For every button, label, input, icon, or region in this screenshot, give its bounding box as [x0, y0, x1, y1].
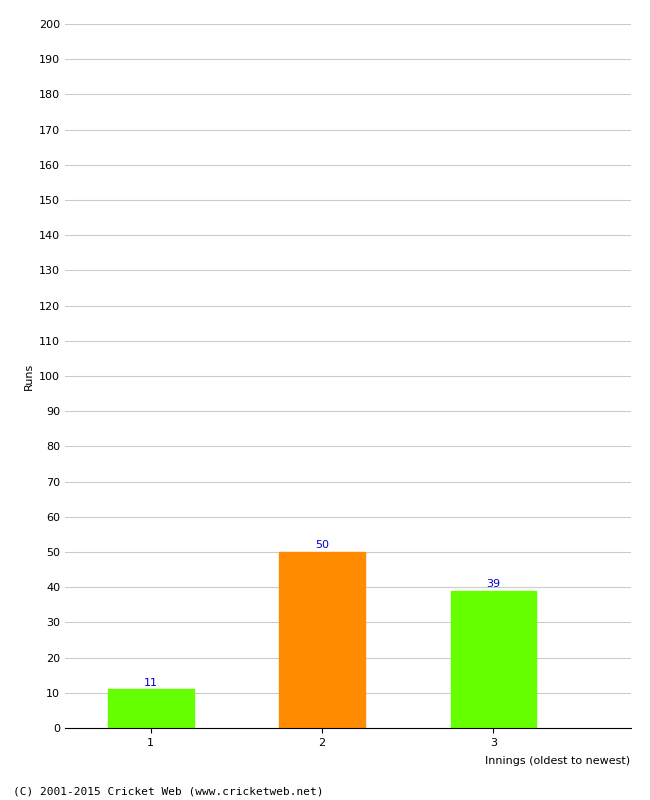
Text: Innings (oldest to newest): Innings (oldest to newest): [486, 756, 630, 766]
Bar: [108, 690, 194, 728]
Text: 39: 39: [486, 579, 500, 589]
Bar: [450, 590, 536, 728]
Text: 50: 50: [315, 540, 329, 550]
Bar: [280, 552, 365, 728]
Text: (C) 2001-2015 Cricket Web (www.cricketweb.net): (C) 2001-2015 Cricket Web (www.cricketwe…: [13, 786, 324, 796]
Text: 11: 11: [144, 678, 158, 687]
Y-axis label: Runs: Runs: [23, 362, 33, 390]
